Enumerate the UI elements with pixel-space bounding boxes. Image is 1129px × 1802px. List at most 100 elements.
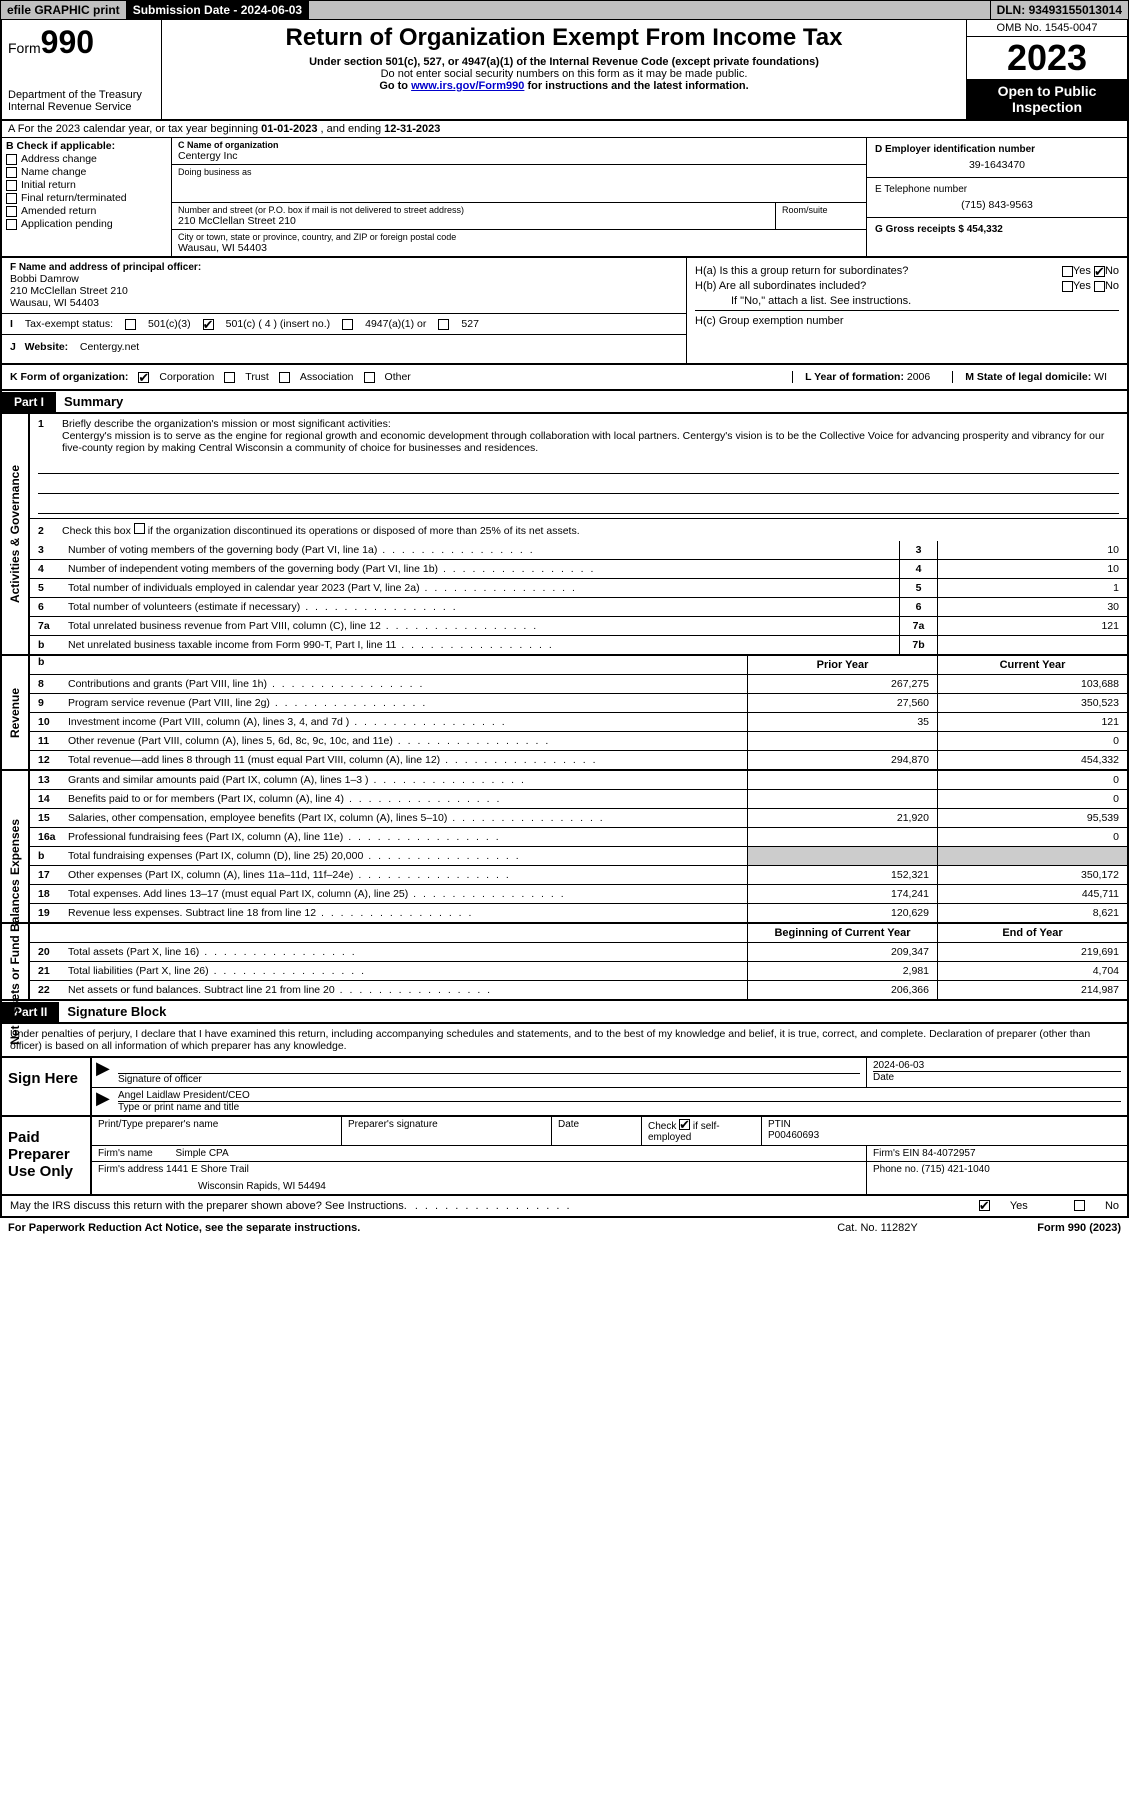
efile-print[interactable]: efile GRAPHIC print [1,1,127,19]
header-left: Form990 Department of the Treasury Inter… [2,20,162,119]
row-num: b [38,850,68,862]
m-label: M State of legal domicile: [965,371,1094,383]
irs-link[interactable]: www.irs.gov/Form990 [411,80,524,92]
table-row: bTotal fundraising expenses (Part IX, co… [30,847,1127,866]
curr-value: 4,704 [937,962,1127,980]
firm-name-label: Firm's name [98,1148,155,1159]
row-num: 6 [38,601,68,613]
j-label: Website: [25,341,71,353]
k-assoc: Association [300,371,354,383]
dln-value: 93493155013014 [1029,3,1122,17]
row-cell-num: 4 [899,560,937,578]
form-label: Form [8,40,41,56]
subhead-3: Go to www.irs.gov/Form990 for instructio… [170,80,958,92]
sub3a: Go to [379,80,411,92]
checkbox-icon[interactable] [342,319,353,330]
row-label: 8Contributions and grants (Part VIII, li… [30,675,747,693]
row-label: bTotal fundraising expenses (Part IX, co… [30,847,747,865]
prior-value: 2,981 [747,962,937,980]
firm-ein-value: 84-4072957 [922,1148,975,1159]
checkbox-checked-icon[interactable] [679,1119,690,1130]
checkbox-checked-icon[interactable] [979,1200,990,1211]
row-num: 16a [38,831,68,843]
state-domicile: WI [1094,371,1107,383]
tel-value: (715) 843-9563 [875,199,1119,211]
row-value [937,636,1127,654]
sig-line [118,1060,860,1074]
table-row: 11Other revenue (Part VIII, column (A), … [30,732,1127,751]
summary-net-assets: Net Assets or Fund Balances Beginning of… [0,924,1129,1001]
row-value: 10 [937,560,1127,578]
yes: Yes [1010,1200,1028,1212]
row-label: 21Total liabilities (Part X, line 26) [30,962,747,980]
table-row: 17Other expenses (Part IX, column (A), l… [30,866,1127,885]
sig-label: Signature of officer [118,1074,860,1085]
prior-value [747,732,937,750]
rev-body: b Prior Year Current Year 8Contributions… [30,656,1127,769]
form-header: Form990 Department of the Treasury Inter… [0,20,1129,121]
row-label: 17Other expenses (Part IX, column (A), l… [30,866,747,884]
row-num: 5 [38,582,68,594]
checkbox-checked-icon[interactable] [138,372,149,383]
checkbox-icon[interactable] [1074,1200,1085,1211]
yes: Yes [1073,280,1091,292]
h-a-row: H(a) Is this a group return for subordin… [695,265,1119,277]
checkbox-icon[interactable] [1094,281,1105,292]
b-name-change: Name change [6,166,167,178]
c-dba-row: Doing business as [172,165,866,203]
col-h: H(a) Is this a group return for subordin… [687,258,1127,363]
checkbox-checked-icon[interactable] [1094,266,1105,277]
checkbox-icon[interactable] [224,372,235,383]
row-label: 12Total revenue—add lines 8 through 11 (… [30,751,747,769]
street-address: 210 McClellan Street 210 [178,215,769,227]
arrow-icon: ▶ [92,1058,112,1087]
row-text: Number of independent voting members of … [68,563,891,575]
checkbox-icon[interactable] [6,219,17,230]
i-527: 527 [461,318,479,330]
year-formation: 2006 [907,371,930,383]
checkbox-icon[interactable] [6,193,17,204]
checkbox-icon[interactable] [438,319,449,330]
checkbox-icon[interactable] [134,523,145,534]
row-text: Benefits paid to or for members (Part IX… [68,793,739,805]
i-marker: I [10,318,13,330]
line-j: J Website: Centergy.net [2,334,686,359]
line-a-prefix: A For the 2023 calendar year, or tax yea… [8,123,261,135]
table-row: 20Total assets (Part X, line 16)209,3472… [30,943,1127,962]
checkbox-icon[interactable] [1062,266,1073,277]
sig-officer: Signature of officer [112,1058,867,1087]
prior-value: 206,366 [747,981,937,999]
checkbox-icon[interactable] [6,167,17,178]
row-text: Total number of volunteers (estimate if … [68,601,891,613]
paperwork-text: For Paperwork Reduction Act Notice, see … [8,1222,837,1234]
b-initial-return: Initial return [6,179,167,191]
subhead-1: Under section 501(c), 527, or 4947(a)(1)… [170,56,958,68]
prep-sig-label: Preparer's signature [342,1117,552,1145]
sub3b: for instructions and the latest informat… [524,80,748,92]
row-num: 9 [38,697,68,709]
paperwork-notice: For Paperwork Reduction Act Notice, see … [0,1218,1129,1238]
row-text: Contributions and grants (Part VIII, lin… [68,678,739,690]
gross-value: 454,332 [967,224,1003,235]
d-ein-row: D Employer identification number 39-1643… [867,138,1127,178]
checkbox-icon[interactable] [6,180,17,191]
spacer [30,924,747,942]
prior-value: 152,321 [747,866,937,884]
checkbox-icon[interactable] [1062,281,1073,292]
checkbox-checked-icon[interactable] [203,319,214,330]
checkbox-icon[interactable] [6,154,17,165]
checkbox-icon[interactable] [364,372,375,383]
checkbox-icon[interactable] [279,372,290,383]
b-address-change: Address change [6,153,167,165]
exp-rows: 13Grants and similar amounts paid (Part … [30,771,1127,922]
prep-name-label: Print/Type preparer's name [92,1117,342,1145]
g-gross-row: G Gross receipts $ 454,332 [867,218,1127,241]
sig-date-label: Date [873,1072,1121,1083]
h-b-note: If "No," attach a list. See instructions… [695,295,1119,307]
checkbox-icon[interactable] [6,206,17,217]
vert-label: Revenue [8,687,22,737]
i-501c3: 501(c)(3) [148,318,191,330]
row-num: 21 [38,965,68,977]
checkbox-icon[interactable] [125,319,136,330]
footer-yn: Yes No [979,1200,1119,1212]
